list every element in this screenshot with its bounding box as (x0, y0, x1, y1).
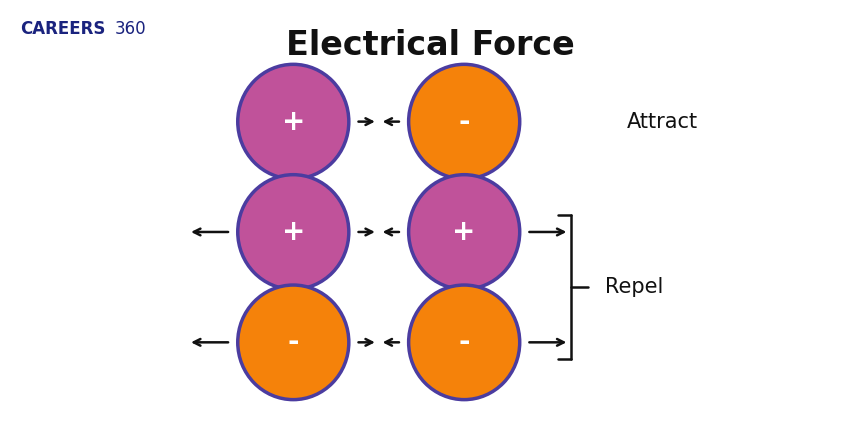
Text: -: - (458, 329, 470, 356)
Ellipse shape (237, 175, 349, 289)
Text: +: + (281, 108, 305, 135)
Ellipse shape (237, 285, 349, 399)
Text: Attract: Attract (627, 112, 697, 132)
Text: Repel: Repel (605, 277, 664, 297)
Text: -: - (458, 108, 470, 135)
Text: Electrical Force: Electrical Force (286, 29, 574, 62)
Text: CAREERS: CAREERS (20, 20, 105, 38)
Text: 360: 360 (114, 20, 146, 38)
Ellipse shape (237, 64, 349, 179)
Text: +: + (452, 218, 476, 246)
Ellipse shape (408, 175, 519, 289)
Text: +: + (281, 218, 305, 246)
Ellipse shape (408, 285, 519, 399)
Text: -: - (287, 329, 299, 356)
Ellipse shape (408, 64, 519, 179)
